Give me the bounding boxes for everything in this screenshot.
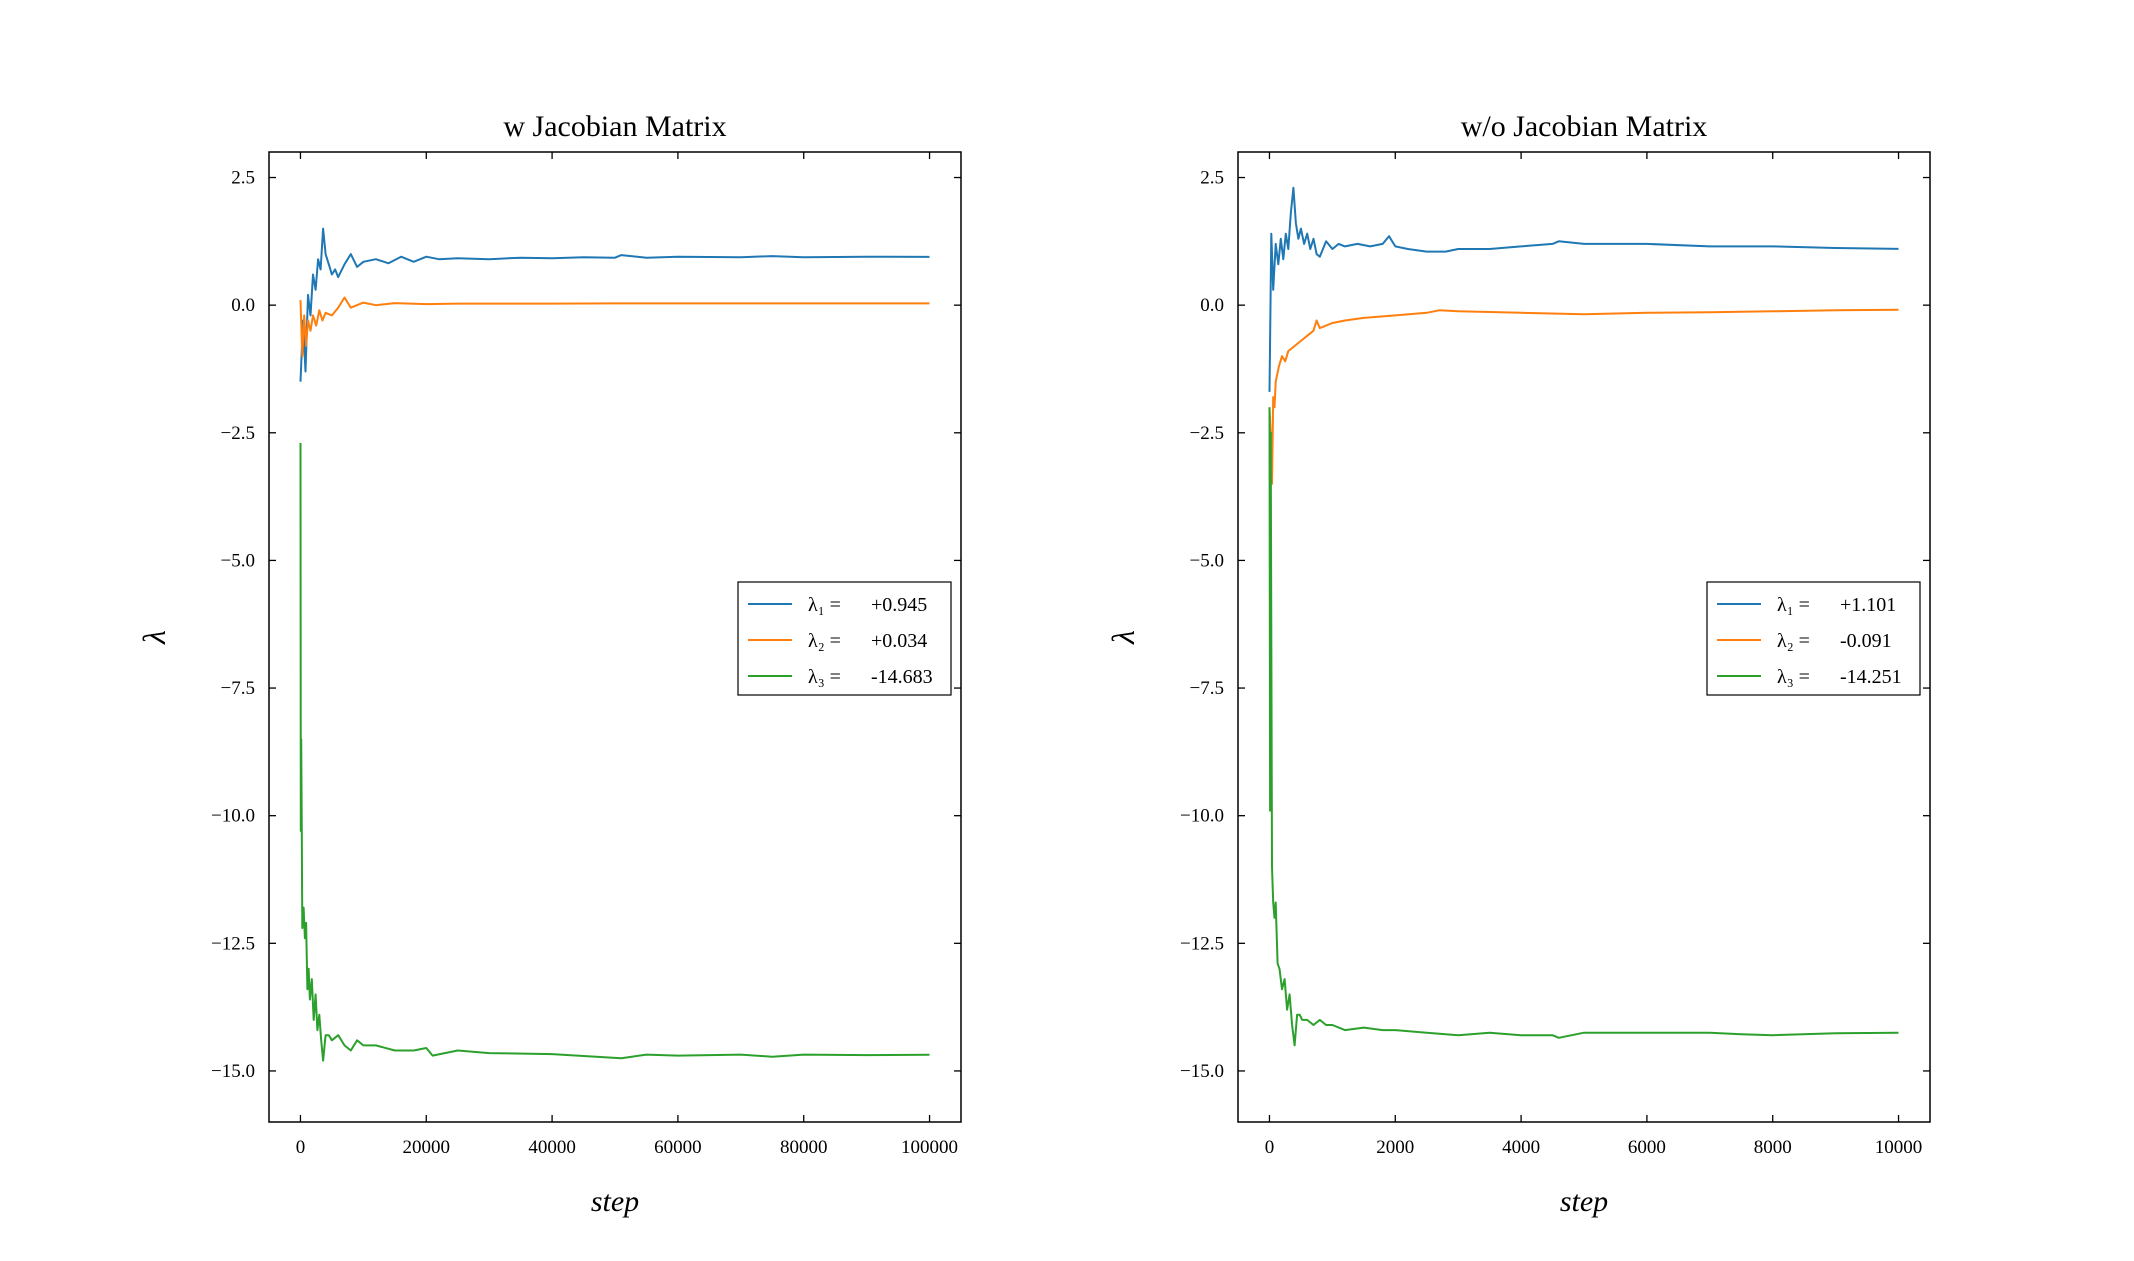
y-tick-label: 2.5: [1200, 168, 1224, 189]
x-tick-label: 8000: [1754, 1137, 1792, 1158]
x-tick-label: 100000: [901, 1137, 958, 1158]
y-tick-label: −15.0: [1180, 1061, 1224, 1082]
x-tick-label: 20000: [403, 1137, 451, 1158]
y-tick-label: −12.5: [211, 933, 255, 954]
legend-label-λ3: λ₃ =: [1777, 666, 1810, 688]
y-tick-label: −10.0: [211, 806, 255, 827]
series-line-λ1: [299, 227, 930, 382]
legend-value-λ2: -0.091: [1840, 630, 1892, 652]
y-tick-label: −5.0: [221, 550, 255, 571]
series-line-λ3: [1268, 407, 1899, 1047]
legend-value-λ1: +1.101: [1840, 594, 1896, 616]
x-tick-label: 0: [296, 1137, 306, 1158]
y-tick-label: −15.0: [211, 1061, 255, 1082]
legend-label-λ2: λ₂ =: [808, 630, 841, 652]
x-tick-label: 6000: [1628, 1137, 1666, 1158]
x-tick-label: 2000: [1376, 1137, 1414, 1158]
series-line-λ2: [1268, 308, 1899, 485]
chart-panel-1: w Jacobian Matrix 0 20000 40000 60000 80000 10…: [136, 110, 962, 1218]
x-tick-label: 10000: [1875, 1137, 1923, 1158]
y-tick-label: −5.0: [1190, 550, 1224, 571]
legend: λ₁ = +1.101 λ₂ = -0.091 λ₃ = -14.251: [1706, 581, 1921, 696]
y-tick-label: 0.0: [1200, 295, 1224, 316]
x-axis-label: step: [1560, 1185, 1608, 1218]
y-tick-label: −10.0: [1180, 806, 1224, 827]
y-tick-label: −12.5: [1180, 933, 1224, 954]
y-tick-label: 2.5: [231, 168, 255, 189]
y-tick-label: −7.5: [221, 678, 255, 699]
x-tick-label: 40000: [528, 1137, 576, 1158]
legend-label-λ1: λ₁ =: [808, 594, 841, 616]
series-line-λ1: [1268, 186, 1899, 392]
legend-value-λ3: -14.251: [1840, 666, 1902, 688]
chart-title: w/o Jacobian Matrix: [1461, 110, 1708, 143]
series-line-λ2: [299, 296, 930, 358]
legend-label-λ3: λ₃ =: [808, 666, 841, 688]
plot-frame: [268, 151, 962, 1123]
y-tick-label: −2.5: [221, 423, 255, 444]
x-tick-label: 80000: [780, 1137, 828, 1158]
x-tick-label: 60000: [654, 1137, 702, 1158]
chart-title: w Jacobian Matrix: [503, 110, 726, 143]
x-tick-label: 4000: [1502, 1137, 1540, 1158]
chart-panel-2: w/o Jacobian Matrix 0 2000 4000 6000 8000 1000…: [1105, 110, 1931, 1218]
y-axis-label: λ: [136, 630, 172, 645]
legend: λ₁ = +0.945 λ₂ = +0.034 λ₃ = -14.683: [737, 581, 952, 696]
x-axis-label: step: [591, 1185, 639, 1218]
y-axis-label: λ: [1105, 630, 1141, 645]
y-tick-label: −7.5: [1190, 678, 1224, 699]
legend-label-λ2: λ₂ =: [1777, 630, 1810, 652]
legend-value-λ2: +0.034: [871, 630, 927, 652]
x-tick-label: 0: [1265, 1137, 1275, 1158]
legend-value-λ1: +0.945: [871, 594, 927, 616]
y-tick-label: −2.5: [1190, 423, 1224, 444]
y-tick-label: 0.0: [231, 295, 255, 316]
series-line-λ3: [299, 442, 930, 1062]
legend-label-λ1: λ₁ =: [1777, 594, 1810, 616]
plot-frame: [1237, 151, 1931, 1123]
legend-value-λ3: -14.683: [871, 666, 933, 688]
